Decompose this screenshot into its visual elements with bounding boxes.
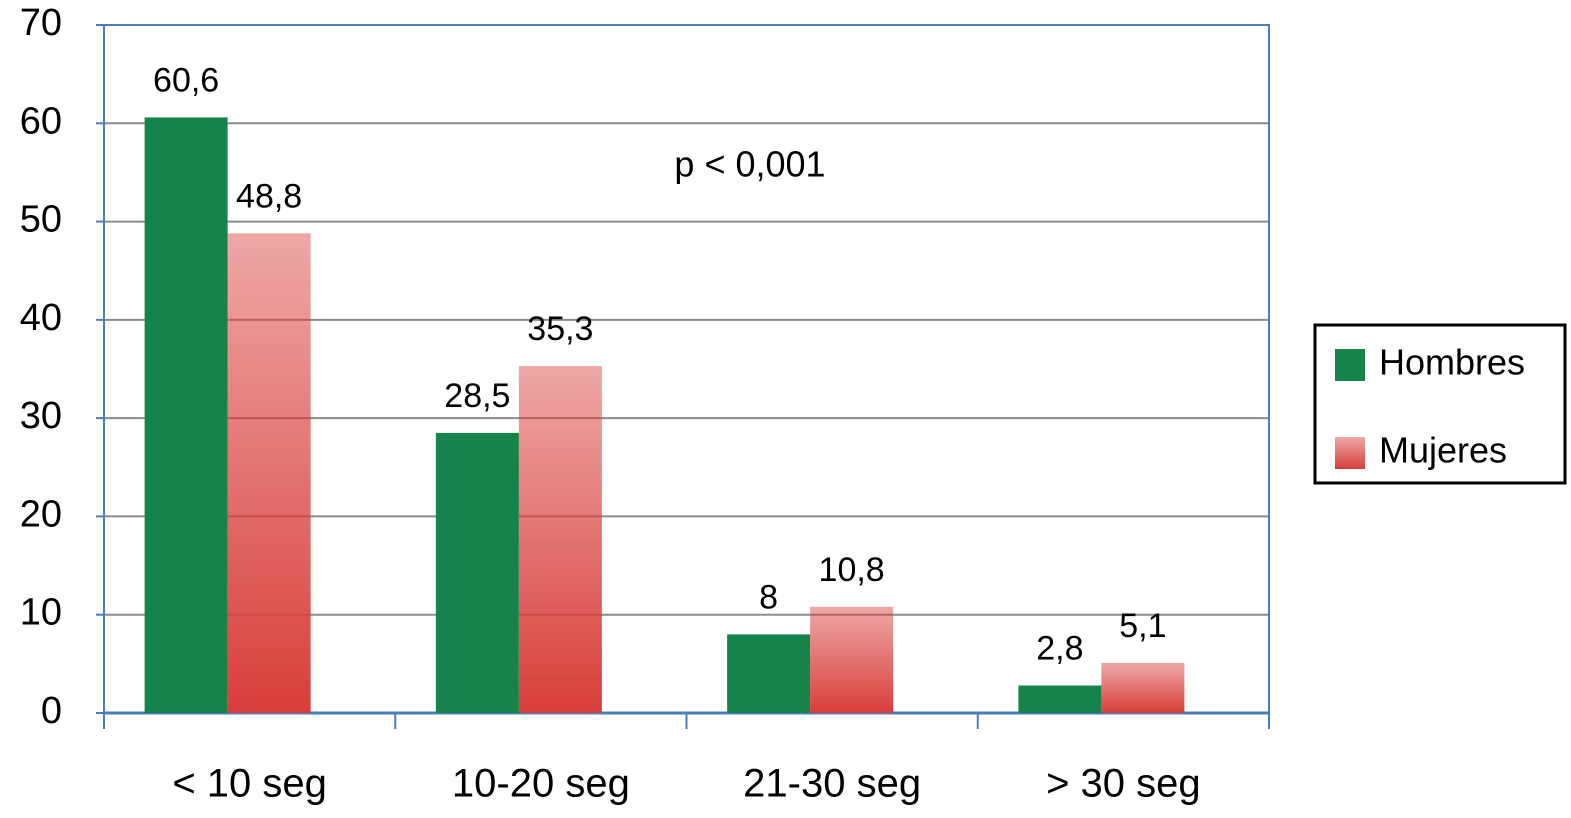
value-label: 8: [759, 578, 778, 616]
bar: [435, 432, 519, 713]
bar: [810, 606, 894, 713]
annotation: p < 0,001: [674, 144, 825, 185]
y-tick-label: 20: [20, 493, 62, 535]
bar: [144, 117, 228, 714]
value-label: 28,5: [444, 377, 510, 415]
y-tick-label: 40: [20, 297, 62, 339]
value-label: 2,8: [1036, 629, 1083, 667]
y-tick-label: 10: [20, 592, 62, 634]
x-tick-label: > 30 seg: [1046, 762, 1201, 806]
bar: [1101, 662, 1185, 713]
x-tick-label: 10-20 seg: [452, 762, 630, 806]
y-tick-label: 30: [20, 395, 62, 437]
value-label: 60,6: [153, 61, 219, 99]
legend-swatch: [1335, 437, 1365, 469]
value-label: 5,1: [1119, 607, 1166, 645]
value-label: 10,8: [819, 551, 885, 589]
bar: [1018, 685, 1102, 713]
value-label: 35,3: [527, 310, 593, 348]
value-label: 48,8: [236, 177, 302, 215]
y-tick-label: 70: [20, 2, 62, 44]
bar: [727, 634, 811, 713]
y-tick-label: 0: [41, 690, 62, 732]
legend-swatch: [1335, 349, 1365, 381]
y-tick-label: 50: [20, 199, 62, 241]
y-tick-label: 60: [20, 100, 62, 142]
bar: [518, 366, 602, 713]
x-tick-label: < 10 seg: [172, 762, 327, 806]
legend-label: Hombres: [1379, 342, 1525, 383]
legend-label: Mujeres: [1379, 430, 1507, 471]
bar: [227, 233, 311, 713]
x-tick-label: 21-30 seg: [743, 762, 921, 806]
